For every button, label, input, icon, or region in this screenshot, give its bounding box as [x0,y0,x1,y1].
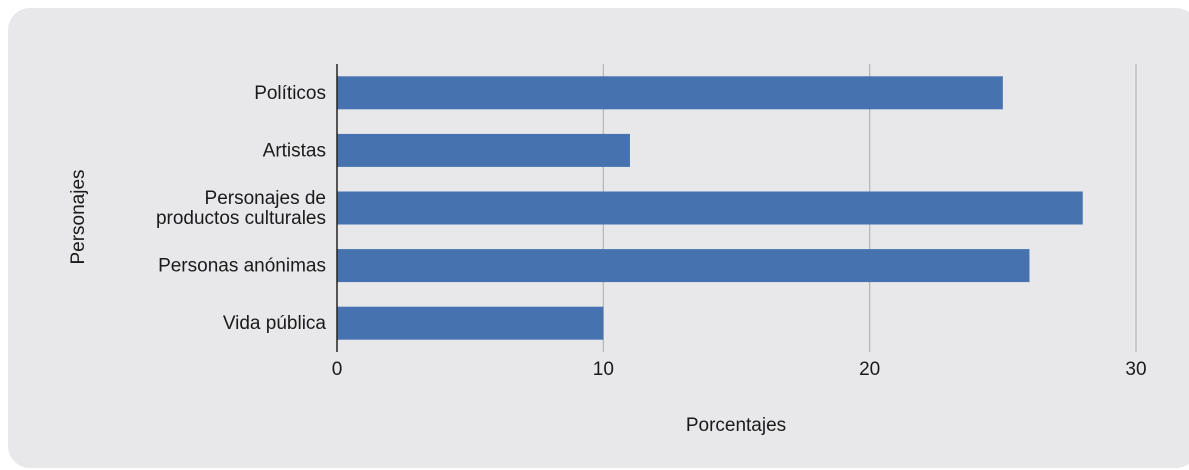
category-label-line: productos culturales [156,208,326,229]
category-label: Personas anónimas [158,256,326,277]
bar [337,306,604,340]
bar [337,249,1030,283]
category-label: Artistas [263,140,326,161]
x-tick-label: 0 [332,359,343,380]
category-label-line: Personas anónimas [158,256,326,277]
category-label-line: Vida pública [223,313,327,334]
y-axis-title: Personajes [68,169,89,264]
category-label: Personajes de productos culturales [156,188,326,229]
bar [337,133,630,167]
bars [337,76,1083,340]
category-label-line: Políticos [254,83,326,104]
x-axis-title: Porcentajes [686,415,786,436]
category-label-line: Artistas [263,140,326,161]
x-tick-labels: 0 10 20 30 [332,359,1147,380]
category-label-line: Personajes de [205,188,326,209]
category-label: Políticos [254,83,326,104]
bar [337,191,1083,225]
category-label: Vida pública [223,313,327,334]
bar [337,76,1003,110]
x-tick-label: 10 [593,359,614,380]
x-tick-label: 30 [1125,359,1146,380]
category-labels: Políticos Artistas Personajes de productos … [156,83,326,334]
x-tick-label: 20 [859,359,880,380]
